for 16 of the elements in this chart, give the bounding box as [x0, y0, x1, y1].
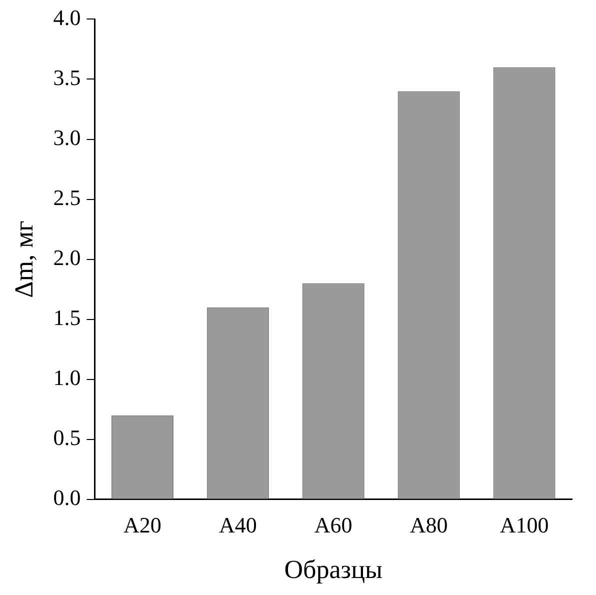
y-tick-label: 1.5: [53, 305, 81, 330]
y-tick-label: 1.0: [53, 365, 81, 390]
y-tick-label: 0.5: [53, 425, 81, 450]
x-tick-label: A40: [218, 512, 257, 538]
y-tick-label: 2.5: [53, 185, 81, 210]
y-tick-label: 2.0: [53, 245, 81, 270]
y-axis-title: Δm, мг: [9, 220, 38, 298]
x-tick-label: A100: [500, 512, 549, 538]
x-tick-label: A60: [314, 512, 352, 538]
y-tick-label: 4.0: [53, 4, 81, 30]
y-tick-label: 3.0: [53, 125, 81, 150]
y-tick-label: 0.0: [53, 485, 81, 510]
y-tick-label: 3.5: [53, 65, 81, 90]
x-tick-label: A80: [410, 512, 448, 538]
x-axis-title: Образцы: [284, 555, 382, 584]
x-tick-label: A20: [123, 512, 162, 538]
